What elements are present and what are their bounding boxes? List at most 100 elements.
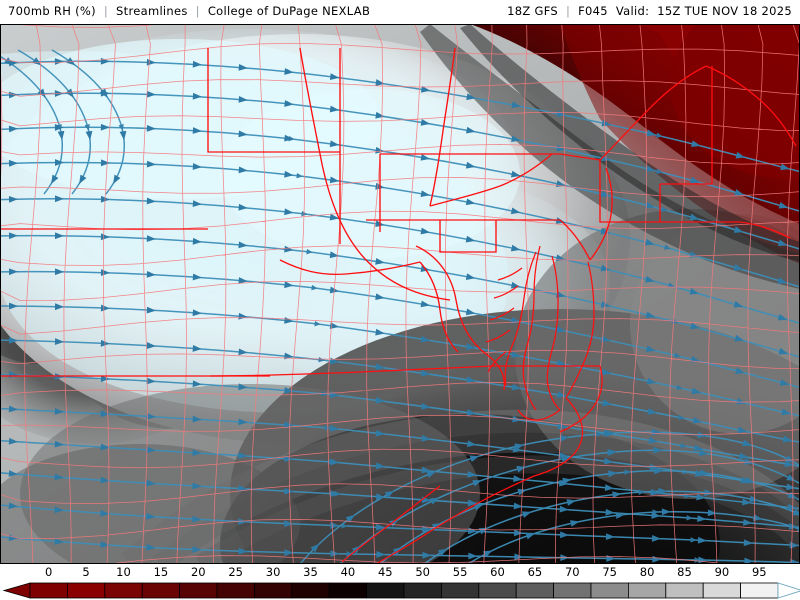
streamline-arrow-icon	[698, 449, 709, 457]
streamline-arrow-icon	[733, 264, 744, 271]
streamline-arrow-icon	[421, 466, 431, 474]
streamline-arrow-icon	[601, 335, 611, 343]
streamline-arrow-icon	[66, 57, 76, 66]
colorbar[interactable]: 0 5 10 15 20 25 30 35 40 45 50 55 60 65 70 75 80 85 90 95	[0, 564, 800, 600]
streamline-arrow-icon	[146, 512, 156, 520]
colorbar-segment[interactable]	[67, 582, 106, 599]
streamline-arrow-icon	[100, 304, 110, 312]
streamline-arrow-icon	[704, 489, 714, 497]
streamline-arrow-icon	[601, 119, 612, 127]
header-left-title: 700mb RH (%) | Streamlines | College of …	[8, 4, 370, 18]
colorbar-segment[interactable]	[553, 582, 592, 599]
streamline-arrow-icon	[646, 377, 657, 385]
header-separator-1: |	[103, 4, 109, 18]
colorbar-segment[interactable]	[253, 582, 293, 599]
colorbar-tick-label: 15	[153, 565, 169, 579]
streamline-arrow-icon	[100, 509, 110, 517]
map-panel[interactable]	[0, 24, 800, 564]
streamline-arrow-icon	[734, 189, 745, 196]
streamline-arrow-icon	[420, 85, 431, 93]
colorbar-segment[interactable]	[478, 582, 517, 599]
streamline-arrow-icon	[733, 226, 744, 233]
streamline-arrow-icon	[85, 130, 93, 141]
streamline-arrow-icon	[646, 129, 656, 137]
colorbar-segment[interactable]	[740, 582, 779, 599]
streamline-arrow-icon	[284, 208, 294, 216]
streamline-arrow-icon	[375, 493, 386, 501]
colorbar-segment[interactable]	[29, 582, 68, 599]
streamline-arrow-icon	[284, 487, 294, 495]
streamline-arrow-icon	[384, 490, 395, 499]
colorbar-segment[interactable]	[702, 582, 742, 599]
streamline-arrow-icon	[238, 452, 248, 459]
streamline-arrow-icon	[653, 446, 663, 454]
colorbar-swatches[interactable]	[0, 581, 800, 600]
colorbar-segment[interactable]	[216, 582, 255, 599]
colorbar-segment[interactable]	[179, 582, 218, 599]
streamline-arrow-icon	[238, 166, 248, 174]
map-canvas[interactable]	[0, 24, 800, 564]
streamline-arrow-icon	[651, 511, 661, 519]
colorbar-segment[interactable]	[141, 582, 180, 599]
streamline-arrow-icon	[743, 457, 754, 465]
streamline-arrow-icon	[54, 58, 64, 65]
streamline-arrow-icon	[607, 449, 617, 456]
streamline-arrow-icon	[99, 88, 108, 98]
colorbar-segment[interactable]	[628, 582, 667, 599]
streamline-arrow-icon	[54, 538, 64, 545]
colorbar-segment[interactable]	[665, 582, 704, 599]
streamline-arrow-icon	[736, 397, 746, 405]
colorbar-tick-label: 0	[45, 565, 53, 579]
streamline-arrow-icon	[429, 497, 440, 505]
streamlines-layer	[0, 49, 800, 564]
streamline-arrow-icon	[146, 90, 156, 98]
streamline-arrow-icon	[615, 512, 625, 519]
source-label: College of DuPage NEXLAB	[207, 4, 371, 18]
streamline-arrow-icon	[605, 533, 615, 541]
streamline-arrow-icon	[648, 436, 658, 444]
streamline-arrow-icon	[146, 306, 156, 314]
colorbar-segment[interactable]	[440, 582, 480, 599]
colorbar-segment[interactable]	[328, 582, 368, 599]
colorbar-segment[interactable]	[366, 582, 405, 599]
colorbar-segment[interactable]	[590, 582, 629, 599]
streamline-arrow-icon	[284, 170, 294, 178]
streamline-arrow-icon	[779, 379, 790, 386]
streamline-arrow-icon	[389, 519, 399, 527]
colorbar-segment[interactable]	[515, 582, 555, 599]
streamline-arrow-icon	[605, 430, 615, 437]
streamline-arrow-icon	[375, 396, 385, 404]
streamline-arrow-icon	[777, 277, 788, 284]
streamline-arrow-icon	[238, 348, 248, 356]
streamline-arrow-icon	[8, 437, 18, 445]
colorbar-segment[interactable]	[291, 582, 330, 599]
streamline-arrow-icon	[689, 213, 700, 221]
streamline-arrow-icon	[787, 503, 797, 511]
streamline-arrow-icon	[238, 485, 248, 492]
streamline-arrow-icon	[420, 227, 431, 235]
streamline-arrow-icon	[54, 303, 64, 311]
streamline-arrow-icon	[375, 258, 385, 265]
streamline-arrow-icon	[100, 339, 110, 347]
streamline-arrow-icon	[375, 363, 385, 371]
colorbar-tick-label: 5	[82, 565, 90, 579]
streamline-arrow-icon	[146, 377, 156, 385]
streamline-arrow-icon	[557, 422, 568, 430]
colorbar-segment[interactable]	[104, 582, 143, 599]
streamline-arrow-icon	[696, 493, 706, 501]
streamline-arrow-icon	[699, 469, 710, 477]
streamline-arrow-icon	[744, 476, 755, 484]
streamline-arrow-icon	[421, 434, 431, 442]
streamline-arrow-icon	[238, 547, 248, 555]
streamline-arrow-icon	[54, 506, 64, 514]
header-right-title: 18Z GFS | F045 Valid: 15Z TUE NOV 18 202…	[507, 4, 792, 18]
streamline-arrow-icon	[146, 479, 156, 487]
streamline-arrow-icon	[651, 428, 661, 436]
streamline-arrow-icon	[8, 302, 18, 310]
streamline-arrow-icon	[788, 522, 799, 530]
streamline-arrow-icon	[782, 435, 793, 443]
streamline-arrow-icon	[690, 176, 700, 184]
streamline-arrow-icon	[777, 313, 788, 321]
streamline-arrow-icon	[310, 543, 320, 553]
colorbar-segment[interactable]	[403, 582, 442, 599]
